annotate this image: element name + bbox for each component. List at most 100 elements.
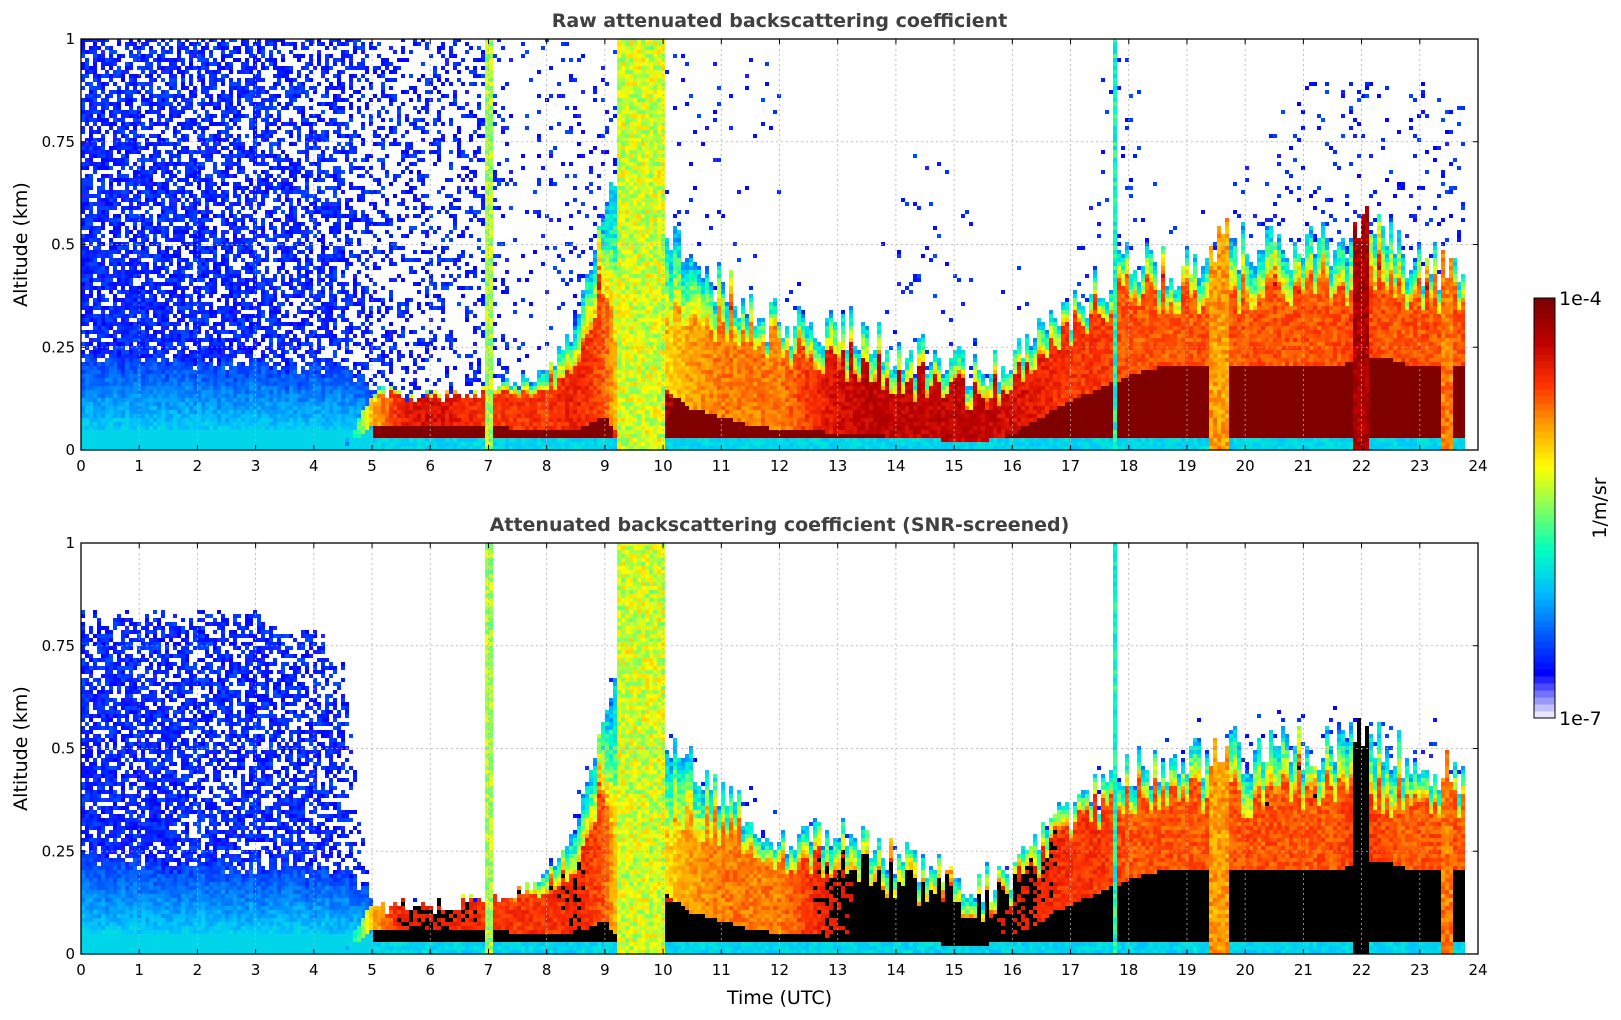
heatmap-cell bbox=[261, 90, 265, 94]
heatmap-cell bbox=[129, 338, 133, 342]
heatmap-cell bbox=[205, 322, 209, 326]
heatmap-cell bbox=[329, 382, 333, 386]
heatmap-cell bbox=[349, 390, 353, 394]
heatmap-cell bbox=[117, 226, 121, 230]
heatmap-cell bbox=[317, 394, 321, 398]
heatmap-cell bbox=[265, 258, 269, 262]
heatmap-cell bbox=[281, 434, 285, 438]
heatmap-cell bbox=[181, 74, 185, 78]
heatmap-cell bbox=[229, 50, 233, 54]
heatmap-cell bbox=[289, 218, 293, 222]
heatmap-cell bbox=[337, 390, 341, 394]
heatmap-cell bbox=[133, 270, 137, 274]
heatmap-cell bbox=[93, 378, 97, 382]
heatmap-cell bbox=[149, 318, 153, 322]
heatmap-cell bbox=[149, 398, 153, 402]
heatmap-cell bbox=[317, 282, 321, 286]
heatmap-cell bbox=[129, 258, 133, 262]
heatmap-cell bbox=[201, 430, 205, 434]
heatmap-cell bbox=[121, 350, 125, 354]
heatmap-cell bbox=[89, 126, 93, 130]
heatmap-cell bbox=[93, 226, 97, 230]
heatmap-cell bbox=[189, 358, 193, 362]
heatmap-cell bbox=[189, 294, 193, 298]
heatmap-cell bbox=[93, 386, 97, 390]
heatmap-cell bbox=[233, 174, 237, 178]
heatmap-cell bbox=[269, 282, 273, 286]
heatmap-cell bbox=[317, 186, 321, 190]
heatmap-cell bbox=[237, 90, 241, 94]
heatmap-cell bbox=[289, 398, 293, 402]
heatmap-cell bbox=[153, 382, 157, 386]
heatmap-cell bbox=[229, 70, 233, 74]
heatmap-cell bbox=[145, 382, 149, 386]
heatmap-cell bbox=[237, 46, 241, 50]
heatmap-cell bbox=[177, 350, 181, 354]
heatmap-cell bbox=[221, 194, 225, 198]
heatmap-cell bbox=[245, 314, 249, 318]
heatmap-cell bbox=[237, 194, 241, 198]
heatmap-cell bbox=[105, 406, 109, 410]
heatmap-cell bbox=[273, 74, 277, 78]
heatmap-cell bbox=[265, 234, 269, 238]
heatmap-cell bbox=[209, 218, 213, 222]
heatmap-cell bbox=[309, 286, 313, 290]
heatmap-cell bbox=[157, 142, 161, 146]
heatmap-cell bbox=[185, 406, 189, 410]
heatmap-cell bbox=[93, 246, 97, 250]
heatmap-cell bbox=[305, 398, 309, 402]
heatmap-cell bbox=[269, 414, 273, 418]
heatmap-cell bbox=[245, 66, 249, 70]
heatmap-cell bbox=[249, 150, 253, 154]
heatmap-cell bbox=[93, 234, 97, 238]
heatmap-cell bbox=[165, 142, 169, 146]
heatmap-cell bbox=[221, 78, 225, 82]
heatmap-cell bbox=[253, 146, 257, 150]
heatmap-cell bbox=[161, 438, 165, 442]
heatmap-cell bbox=[173, 414, 177, 418]
heatmap-cell bbox=[185, 286, 189, 290]
heatmap-cell bbox=[289, 82, 293, 86]
heatmap-cell bbox=[233, 294, 237, 298]
heatmap-cell bbox=[165, 42, 169, 46]
heatmap-cell bbox=[93, 162, 97, 166]
heatmap-cell bbox=[241, 370, 245, 374]
heatmap-cell bbox=[133, 370, 137, 374]
heatmap-cell bbox=[321, 306, 325, 310]
heatmap-cell bbox=[193, 214, 197, 218]
heatmap-cell bbox=[233, 82, 237, 86]
heatmap-cell bbox=[153, 322, 157, 326]
heatmap-cell bbox=[257, 70, 261, 74]
heatmap-cell bbox=[341, 178, 345, 182]
heatmap-cell bbox=[209, 174, 213, 178]
heatmap-cell bbox=[289, 374, 293, 378]
heatmap-cell bbox=[321, 118, 325, 122]
heatmap-cell bbox=[129, 90, 133, 94]
heatmap-cell bbox=[169, 398, 173, 402]
heatmap-cell bbox=[157, 98, 161, 102]
heatmap-cell bbox=[97, 414, 101, 418]
heatmap-cell bbox=[181, 382, 185, 386]
heatmap-cell bbox=[173, 442, 177, 446]
heatmap-cell bbox=[345, 234, 349, 238]
heatmap-cell bbox=[221, 54, 225, 58]
heatmap-cell bbox=[217, 422, 221, 426]
heatmap-cell bbox=[229, 126, 233, 130]
heatmap-cell bbox=[85, 374, 89, 378]
heatmap-cell bbox=[113, 258, 117, 262]
heatmap-cell bbox=[285, 94, 289, 98]
heatmap-cell bbox=[121, 54, 125, 58]
heatmap-cell bbox=[129, 286, 133, 290]
heatmap-cell bbox=[213, 266, 217, 270]
heatmap-cell bbox=[241, 142, 245, 146]
heatmap-cell bbox=[149, 278, 153, 282]
heatmap-cell bbox=[233, 162, 237, 166]
heatmap-cell bbox=[221, 190, 225, 194]
heatmap-cell bbox=[245, 422, 249, 426]
heatmap-cell bbox=[229, 102, 233, 106]
heatmap-cell bbox=[89, 86, 93, 90]
heatmap-cell bbox=[217, 394, 221, 398]
heatmap-cell bbox=[349, 214, 353, 218]
heatmap-cell bbox=[337, 170, 341, 174]
heatmap-cell bbox=[97, 226, 101, 230]
